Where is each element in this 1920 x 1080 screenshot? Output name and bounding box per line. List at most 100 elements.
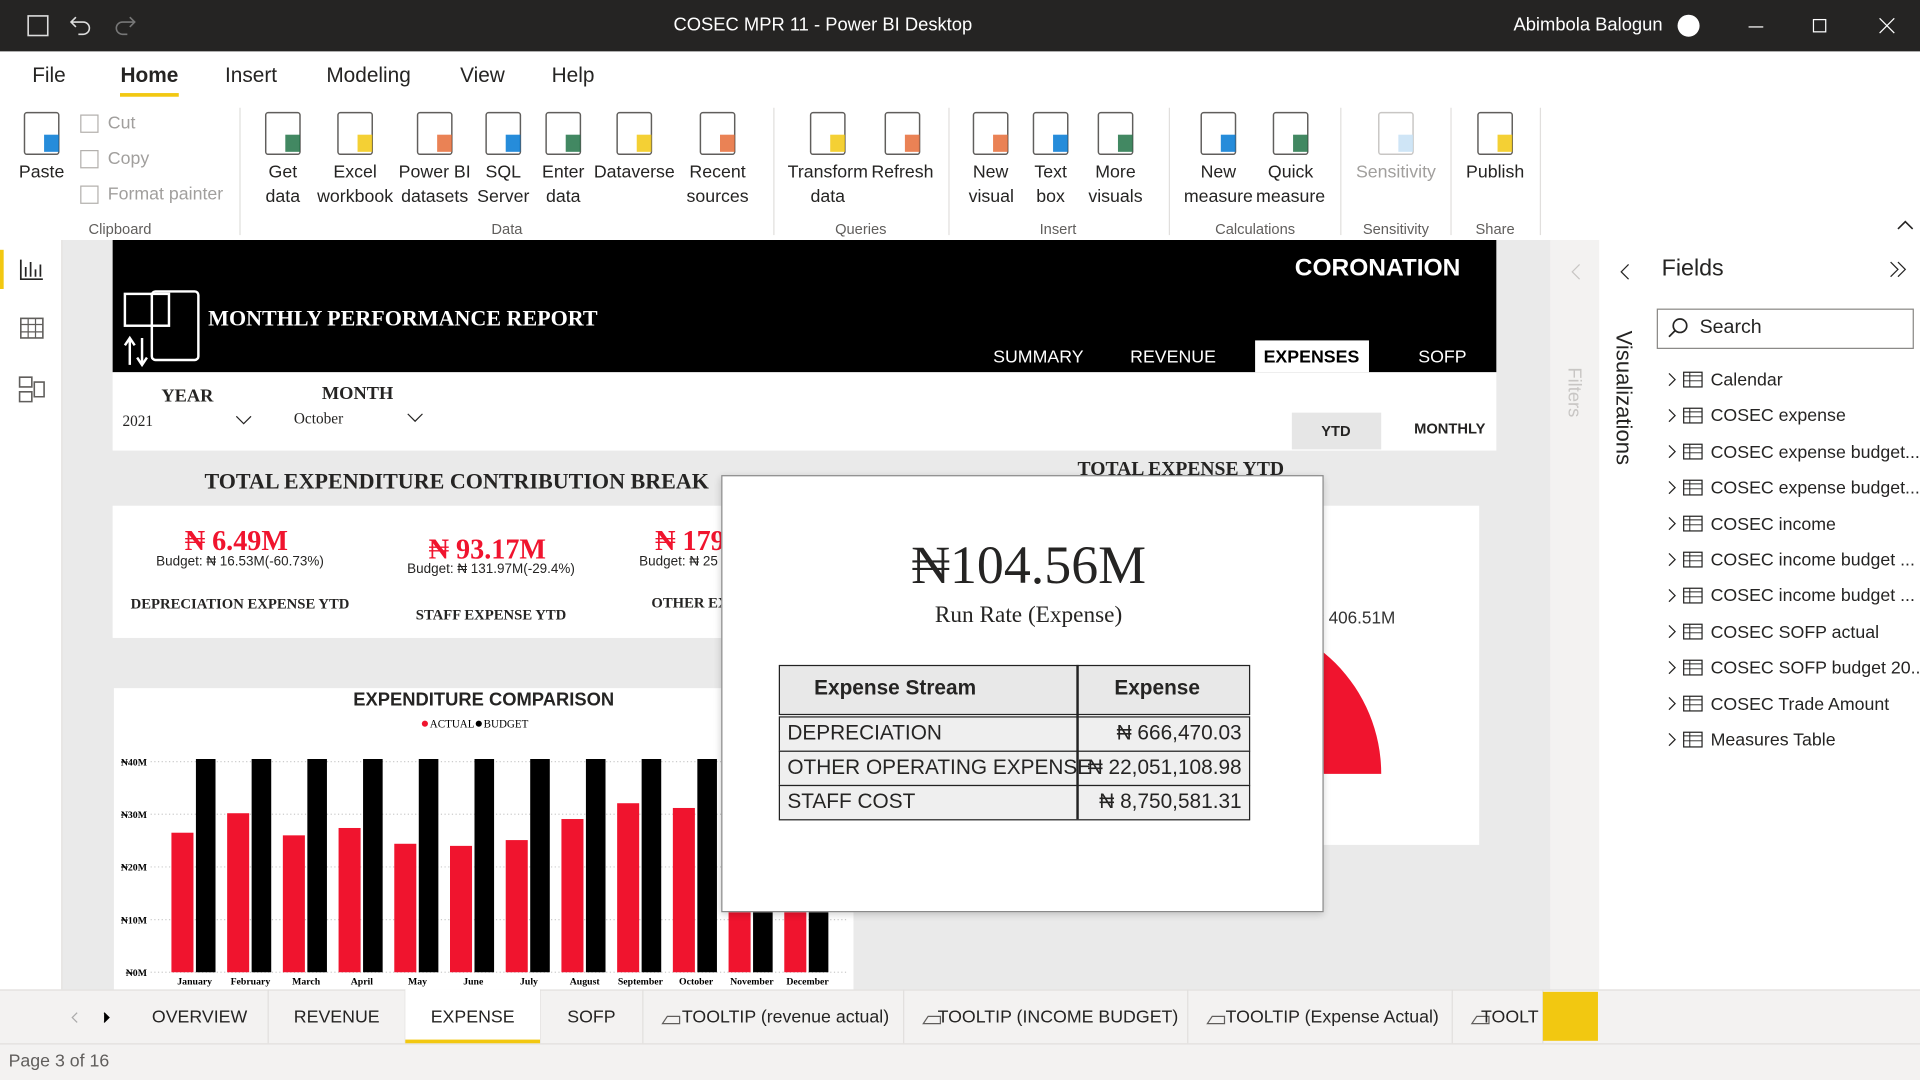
report-nav-tab[interactable]: REVENUE <box>1130 347 1216 368</box>
table-header-cell: Expense <box>1114 675 1200 700</box>
avatar <box>1677 14 1700 37</box>
expand-chevron <box>1668 625 1676 639</box>
slicer-chevron <box>235 415 252 425</box>
bar <box>697 759 717 973</box>
field-table[interactable]: Calendar <box>1710 371 1783 391</box>
legend-swatch <box>475 720 482 727</box>
expand-chevron <box>1668 445 1676 459</box>
tooltip-page-icon <box>1470 1015 1490 1025</box>
button-icon-accent <box>1293 134 1308 152</box>
ribbon-button[interactable]: SQL Server <box>477 162 530 207</box>
page-tab[interactable]: TOOLT <box>1481 1007 1539 1028</box>
field-table[interactable]: COSEC income budget ... <box>1710 587 1915 607</box>
user-name: Abimbola Balogun <box>1513 14 1663 36</box>
table-icon <box>1683 443 1703 460</box>
ribbon-button[interactable]: Recent sources <box>686 162 749 207</box>
ribbon-button[interactable]: Quick measure <box>1256 162 1326 207</box>
window-controls <box>27 14 1895 37</box>
field-table[interactable]: COSEC expense budget... <box>1710 443 1920 463</box>
table-row <box>778 784 1251 821</box>
menu-tab[interactable]: Home <box>120 63 179 87</box>
x-tick-label: December <box>786 976 829 987</box>
report-nav-tab[interactable]: EXPENSES <box>1263 347 1360 368</box>
small-button-icon <box>80 150 99 169</box>
ribbon-group-label: Share <box>1475 220 1515 238</box>
ribbon-button[interactable]: Paste <box>18 162 65 183</box>
y-tick-label: ₦30M <box>121 810 147 821</box>
bar <box>338 827 361 973</box>
field-table[interactable]: Measures Table <box>1710 731 1836 751</box>
page-tab[interactable]: TOOLTIP (revenue actual) <box>681 1007 890 1028</box>
kpi-name: OTHER EX <box>651 593 729 612</box>
field-table[interactable]: COSEC SOFP actual <box>1710 623 1880 643</box>
table-icon <box>1683 407 1703 424</box>
x-tick-label: October <box>679 976 714 987</box>
slicer-value[interactable]: 2021 <box>122 412 154 430</box>
ribbon-button[interactable]: Get data <box>265 162 301 207</box>
ribbon-button[interactable]: More visuals <box>1088 162 1143 207</box>
status-text: Page 3 of 16 <box>8 1051 110 1072</box>
slicer-value[interactable]: October <box>293 410 344 428</box>
chart-title: EXPENDITURE COMPARISON <box>353 689 615 711</box>
button-icon-accent <box>1053 134 1068 152</box>
menu-tab[interactable]: View <box>460 63 505 87</box>
ribbon-small-button[interactable]: Format painter <box>107 184 224 205</box>
menu-tab[interactable]: File <box>32 63 66 87</box>
field-table[interactable]: COSEC income budget ... <box>1710 551 1915 571</box>
page-tab[interactable]: SOFP <box>567 1007 616 1028</box>
ribbon-small-button[interactable]: Copy <box>107 149 150 169</box>
visualizations-label[interactable]: Visualizations <box>1611 330 1636 465</box>
field-table[interactable]: COSEC expense budget... <box>1710 479 1920 499</box>
toggle-button[interactable]: MONTHLY <box>1414 420 1486 438</box>
search-box[interactable] <box>1656 308 1914 349</box>
ribbon-button[interactable]: Dataverse <box>593 162 675 183</box>
field-table[interactable]: COSEC SOFP budget 20... <box>1710 659 1920 679</box>
ribbon-button[interactable]: Power BI datasets <box>398 162 471 207</box>
button-icon-accent <box>505 134 521 152</box>
page-tab[interactable]: REVENUE <box>293 1007 380 1028</box>
x-tick-label: June <box>463 976 484 987</box>
table-icon <box>1683 551 1703 568</box>
logo-arrows <box>123 335 148 368</box>
viz-collapse <box>1620 264 1630 280</box>
ribbon-small-button[interactable]: Cut <box>107 113 136 134</box>
right-panes <box>1550 240 1920 1044</box>
section-title: TOTAL EXPENDITURE CONTRIBUTION BREAK <box>204 468 709 494</box>
ribbon-button[interactable]: New measure <box>1183 162 1253 207</box>
legend-label: ACTUAL <box>430 718 475 730</box>
ribbon-button[interactable]: Text box <box>1034 162 1067 207</box>
ribbon-group-label: Data <box>491 220 523 238</box>
bar <box>561 819 584 973</box>
ribbon-button[interactable]: New visual <box>968 162 1014 207</box>
bar <box>450 845 473 973</box>
page-tab[interactable]: OVERVIEW <box>151 1007 248 1028</box>
x-tick-label: August <box>570 976 601 987</box>
ribbon-button[interactable]: Enter data <box>542 162 585 207</box>
field-table[interactable]: COSEC income <box>1710 515 1836 535</box>
report-nav-tab[interactable]: SUMMARY <box>993 347 1084 368</box>
menu-tab[interactable]: Insert <box>224 63 278 87</box>
ribbon-button[interactable]: Publish <box>1465 162 1525 183</box>
ribbon-button[interactable]: Excel workbook <box>317 162 394 207</box>
ribbon-button[interactable]: Sensitivity <box>1355 162 1436 183</box>
toggle-button[interactable]: YTD <box>1321 422 1351 440</box>
menu-tab[interactable]: Help <box>551 63 595 87</box>
page-tab[interactable]: TOOLTIP (Expense Actual) <box>1225 1007 1439 1028</box>
bar <box>505 840 528 973</box>
field-table[interactable]: COSEC expense <box>1710 407 1846 427</box>
button-icon-accent <box>44 134 59 152</box>
x-tick-label: March <box>292 976 321 987</box>
button-icon-accent <box>1220 134 1236 152</box>
report-nav-tab[interactable]: SOFP <box>1418 347 1467 368</box>
table-cell: DEPRECIATION <box>787 721 942 745</box>
x-tick-label: September <box>618 976 664 987</box>
add-page[interactable] <box>1542 991 1598 1041</box>
x-tick-label: February <box>231 976 271 987</box>
table-icon-grid <box>1683 480 1703 495</box>
page-tab[interactable]: EXPENSE <box>430 1007 515 1028</box>
menu-tab[interactable]: Modeling <box>326 63 411 87</box>
ribbon-button[interactable]: Refresh <box>871 162 934 183</box>
field-table[interactable]: COSEC Trade Amount <box>1710 695 1890 715</box>
page-tab[interactable]: TOOLTIP (INCOME BUDGET) <box>937 1007 1179 1028</box>
ribbon-button[interactable]: Transform data <box>787 162 868 207</box>
